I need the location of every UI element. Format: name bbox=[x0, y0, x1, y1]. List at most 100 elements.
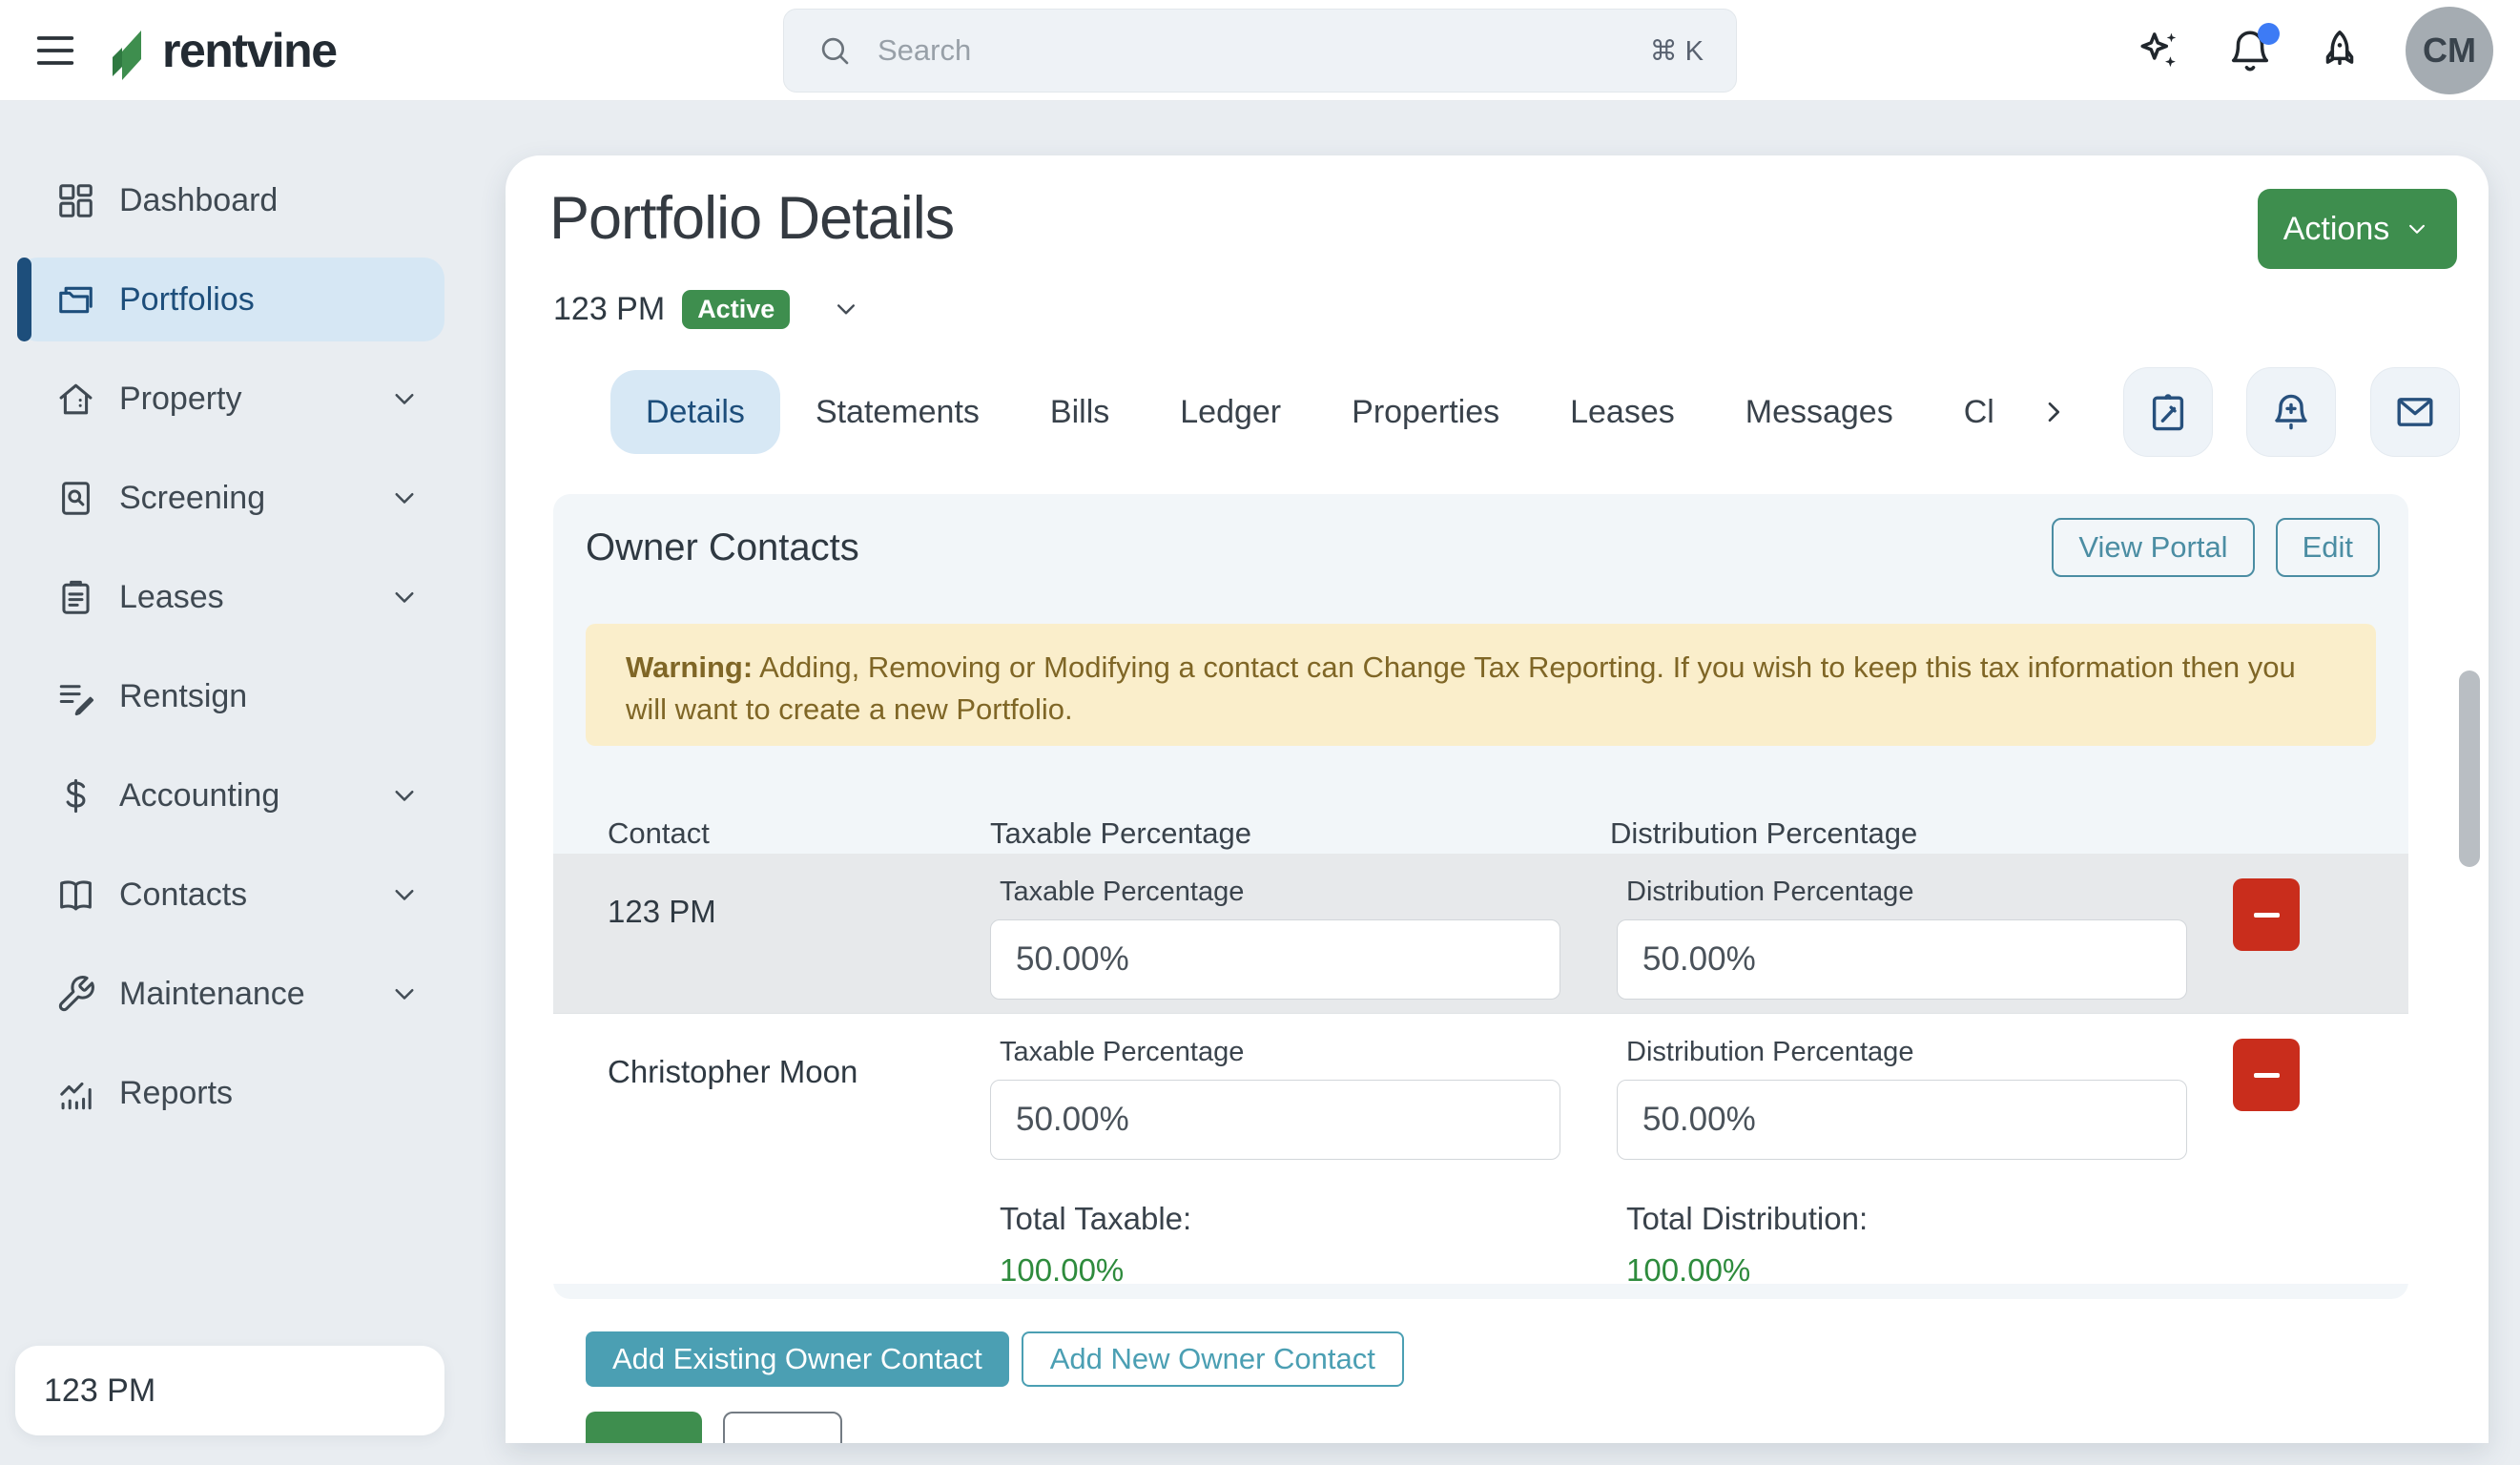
distribution-percentage-input[interactable] bbox=[1617, 919, 2187, 1000]
sidebar-item-property[interactable]: Property bbox=[0, 349, 506, 448]
minus-icon bbox=[2253, 912, 2280, 918]
bell-icon bbox=[2226, 27, 2274, 74]
clipped-green-button[interactable] bbox=[586, 1412, 702, 1443]
tab-ledger[interactable]: Ledger bbox=[1145, 370, 1316, 454]
taxable-percentage-input[interactable] bbox=[990, 919, 1560, 1000]
main-card: Portfolio Details 123 PM Active Actions … bbox=[506, 155, 2489, 1443]
minus-icon bbox=[2253, 1072, 2280, 1078]
view-portal-button[interactable]: View Portal bbox=[2052, 518, 2255, 577]
taxable-percentage-input[interactable] bbox=[990, 1080, 1560, 1160]
tab-messages[interactable]: Messages bbox=[1710, 370, 1929, 454]
tab-bills[interactable]: Bills bbox=[1015, 370, 1145, 454]
rentvine-leaf-icon bbox=[107, 19, 155, 82]
edit-button[interactable]: Edit bbox=[2275, 518, 2380, 577]
bell-plus-icon bbox=[2268, 389, 2314, 435]
portfolios-icon bbox=[55, 279, 96, 320]
tab-properties[interactable]: Properties bbox=[1316, 370, 1535, 454]
rentsign-icon bbox=[55, 676, 96, 717]
note-button[interactable] bbox=[2123, 367, 2213, 457]
bell-plus-button[interactable] bbox=[2246, 367, 2336, 457]
column-header-taxable: Taxable Percentage bbox=[990, 816, 1252, 850]
tab-details[interactable]: Details bbox=[610, 370, 780, 454]
distribution-percentage-label: Distribution Percentage bbox=[1626, 877, 1914, 907]
chevron-down-icon bbox=[387, 778, 422, 813]
actions-button[interactable]: Actions bbox=[2258, 189, 2457, 269]
whats-new-button[interactable] bbox=[2316, 27, 2364, 74]
remove-contact-button[interactable] bbox=[2233, 878, 2300, 951]
owner-contacts-panel: Owner Contacts View Portal Edit Warning:… bbox=[553, 494, 2408, 1299]
tab-statements[interactable]: Statements bbox=[780, 370, 1015, 454]
search-input[interactable] bbox=[876, 32, 1627, 69]
tab-leases[interactable]: Leases bbox=[1535, 370, 1710, 454]
sidebar-item-label: Property bbox=[119, 380, 242, 417]
total-taxable-label: Total Taxable: bbox=[1000, 1201, 1192, 1236]
add-existing-owner-contact-button[interactable]: Add Existing Owner Contact bbox=[586, 1331, 1009, 1387]
global-search[interactable]: ⌘ K bbox=[783, 9, 1737, 93]
contacts-icon bbox=[55, 875, 96, 916]
add-new-owner-contact-button[interactable]: Add New Owner Contact bbox=[1021, 1331, 1404, 1387]
ai-assistant-button[interactable] bbox=[2137, 27, 2184, 74]
note-icon bbox=[2145, 389, 2191, 435]
page-title: Portfolio Details bbox=[549, 185, 955, 252]
sidebar-footer-card[interactable]: 123 PM bbox=[15, 1346, 444, 1435]
sidebar-item-label: Rentsign bbox=[119, 677, 248, 714]
sidebar-list: Dashboard Portfolios Property Screening … bbox=[0, 101, 506, 1143]
contact-name: 123 PM bbox=[608, 894, 716, 929]
notifications-button[interactable] bbox=[2226, 23, 2280, 74]
search-shortcut: ⌘ K bbox=[1649, 35, 1704, 67]
contacts-table-body: 123 PM Taxable Percentage Distribution P… bbox=[553, 854, 2408, 1288]
portfolio-switcher-chevron[interactable] bbox=[830, 293, 862, 325]
sidebar-item-reports[interactable]: Reports bbox=[0, 1043, 506, 1143]
totals-row: Total Taxable: 100.00% Total Distributio… bbox=[990, 1201, 2243, 1289]
status-badge: Active bbox=[682, 289, 791, 329]
contact-rows: 123 PM Taxable Percentage Distribution P… bbox=[553, 854, 2408, 1178]
sidebar-item-accounting[interactable]: Accounting bbox=[0, 746, 506, 845]
tabs-scroll-right-button[interactable] bbox=[2035, 394, 2072, 430]
sidebar-item-leases[interactable]: Leases bbox=[0, 547, 506, 647]
column-header-distribution: Distribution Percentage bbox=[1610, 816, 1918, 850]
leases-icon bbox=[55, 577, 96, 618]
portfolio-subtitle: 123 PM Active bbox=[553, 286, 862, 332]
tabs: Details Statements Bills Ledger Properties Le… bbox=[610, 367, 2072, 457]
contact-name: Christopher Moon bbox=[608, 1054, 858, 1089]
sidebar-item-maintenance[interactable]: Maintenance bbox=[0, 944, 506, 1043]
sidebar-item-label: Portfolios bbox=[119, 280, 255, 318]
menu-button[interactable] bbox=[31, 26, 80, 75]
chevron-down-icon bbox=[387, 481, 422, 515]
distribution-percentage-label: Distribution Percentage bbox=[1626, 1037, 1914, 1067]
sidebar-item-label: Dashboard bbox=[119, 181, 279, 218]
notification-dot bbox=[2258, 23, 2280, 45]
sidebar-item-portfolios[interactable]: Portfolios bbox=[0, 250, 506, 349]
sidebar-item-rentsign[interactable]: Rentsign bbox=[0, 647, 506, 746]
total-distribution-value: 100.00% bbox=[1626, 1252, 1751, 1288]
owner-contacts-heading: Owner Contacts bbox=[586, 526, 859, 568]
scrollbar-thumb[interactable] bbox=[2459, 671, 2480, 867]
rocket-icon bbox=[2316, 27, 2364, 74]
dashboard-icon bbox=[55, 180, 96, 221]
column-header-contact: Contact bbox=[608, 816, 710, 850]
tab-cl[interactable]: Cl bbox=[1929, 370, 2030, 454]
warning-label: Warning: bbox=[626, 650, 754, 684]
topbar: rentvine ⌘ K CM bbox=[0, 0, 2520, 101]
total-taxable-value: 100.00% bbox=[1000, 1252, 1125, 1288]
sidebar-item-dashboard[interactable]: Dashboard bbox=[0, 151, 506, 250]
owner-contacts-header: Owner Contacts View Portal Edit bbox=[586, 517, 2380, 578]
mail-button[interactable] bbox=[2370, 367, 2460, 457]
chevron-down-icon bbox=[2403, 215, 2431, 243]
brand-logo[interactable]: rentvine bbox=[107, 19, 338, 82]
sidebar-item-contacts[interactable]: Contacts bbox=[0, 845, 506, 944]
remove-contact-button[interactable] bbox=[2233, 1039, 2300, 1111]
warning-banner: Warning: Adding, Removing or Modifying a… bbox=[586, 624, 2376, 746]
sidebar-item-screening[interactable]: Screening bbox=[0, 448, 506, 547]
distribution-percentage-input[interactable] bbox=[1617, 1080, 2187, 1160]
mail-icon bbox=[2392, 389, 2438, 435]
chevron-right-icon bbox=[2035, 394, 2072, 430]
avatar[interactable]: CM bbox=[2406, 7, 2493, 94]
reports-icon bbox=[55, 1073, 96, 1114]
topbar-actions: CM bbox=[2137, 0, 2493, 101]
sidebar: Dashboard Portfolios Property Screening … bbox=[0, 101, 506, 1465]
menu-icon bbox=[31, 26, 80, 75]
taxable-percentage-label: Taxable Percentage bbox=[1000, 877, 1245, 907]
sidebar-item-label: Reports bbox=[119, 1074, 234, 1111]
clipped-outline-button[interactable] bbox=[723, 1412, 842, 1443]
